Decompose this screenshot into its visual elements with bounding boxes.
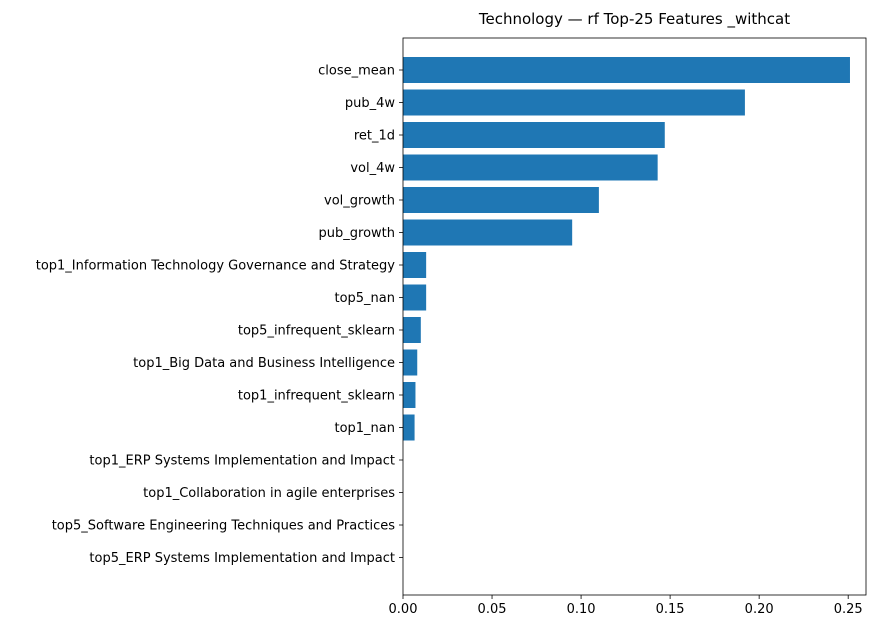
bar bbox=[403, 252, 427, 278]
axes-frame bbox=[402, 37, 867, 596]
y-tick-label: top1_Information Technology Governance a… bbox=[36, 259, 396, 274]
x-axis-ticks: 0.00 0.05 0.10 0.15 0.20 0.25 bbox=[389, 595, 863, 617]
bar bbox=[403, 219, 573, 246]
y-tick-label: top5_Software Engineering Techniques and… bbox=[52, 519, 396, 534]
x-tick-label: 0.10 bbox=[567, 602, 596, 617]
bar bbox=[403, 187, 599, 213]
bar bbox=[403, 154, 658, 181]
bars-group bbox=[403, 57, 850, 441]
y-tick-label: top1_Collaboration in agile enterprises bbox=[143, 486, 395, 501]
bar bbox=[403, 414, 415, 441]
bar bbox=[403, 57, 850, 83]
y-tick-label: pub_growth bbox=[319, 226, 395, 241]
bar bbox=[403, 122, 665, 148]
x-tick-label: 0.20 bbox=[745, 602, 774, 617]
y-tick-label: top5_nan bbox=[334, 291, 395, 306]
bar bbox=[403, 317, 421, 343]
y-tick-label: top5_infrequent_sklearn bbox=[238, 324, 395, 339]
y-tick-label: vol_growth bbox=[324, 194, 395, 209]
y-tick-label: top1_infrequent_sklearn bbox=[238, 389, 395, 404]
plot-frame bbox=[402, 37, 867, 596]
y-tick-label: top1_ERP Systems Implementation and Impa… bbox=[89, 454, 395, 469]
bar bbox=[403, 284, 427, 311]
x-tick-label: 0.00 bbox=[389, 602, 418, 617]
bar bbox=[403, 89, 745, 116]
y-tick-label: top1_nan bbox=[334, 421, 395, 436]
y-tick-label: ret_1d bbox=[354, 129, 395, 144]
x-tick-label: 0.15 bbox=[656, 602, 685, 617]
bar bbox=[403, 349, 418, 376]
x-tick-label: 0.05 bbox=[478, 602, 507, 617]
bar bbox=[403, 382, 416, 408]
y-tick-label: close_mean bbox=[318, 64, 395, 79]
x-tick-label: 0.25 bbox=[834, 602, 863, 617]
y-tick-label: top5_ERP Systems Implementation and Impa… bbox=[89, 551, 395, 566]
y-tick-label: pub_4w bbox=[345, 96, 396, 111]
y-tick-label: top1_Big Data and Business Intelligence bbox=[133, 356, 395, 371]
chart-title: Technology — rf Top-25 Features _withcat bbox=[478, 10, 790, 29]
y-axis-ticks: close_mean pub_4w ret_1d vol_4w vol_growthpu… bbox=[36, 64, 403, 566]
y-tick-label: vol_4w bbox=[350, 161, 395, 176]
